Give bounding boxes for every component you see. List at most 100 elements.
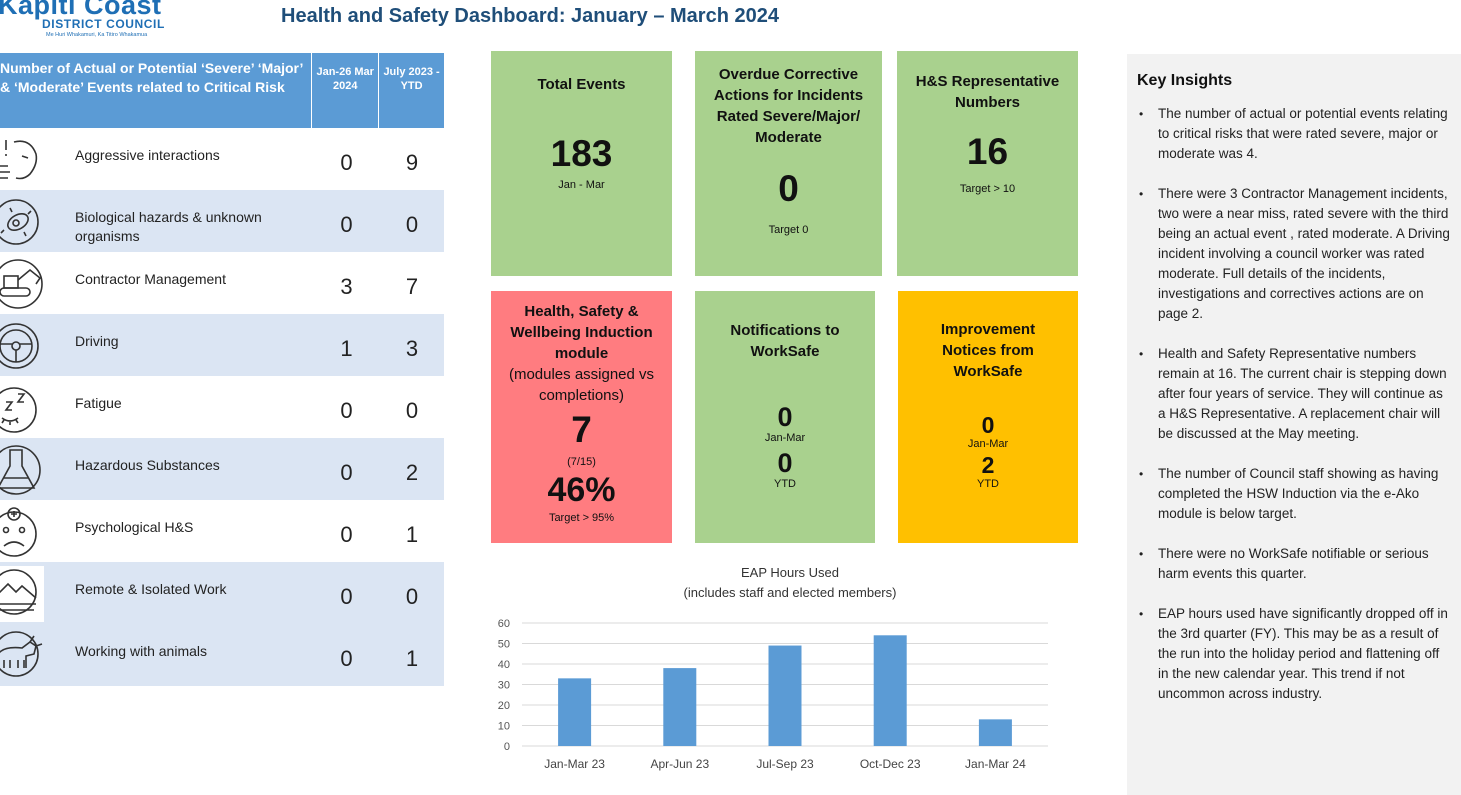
table-row: Driving 1 3 [0,314,444,376]
risk-value-ytd: 0 [405,584,419,609]
risk-label: Contractor Management [75,271,226,287]
risk-label: Remote & Isolated Work [75,581,227,597]
risk-label: Biological hazards & unknown organisms [75,209,262,244]
tile-subtitle: (modules assigned vs completions) [508,366,655,404]
risk-value-period: 0 [340,522,353,547]
bull-icon [0,631,43,677]
insight-item: Health and Safety Representative numbers… [1137,344,1453,444]
steering-wheel-icon [0,323,39,369]
logo-tagline: Me Huri Whakamuri, Ka Titiro Whakamua [46,32,148,38]
induction-ratio: (7/15) [567,456,596,468]
page-title: Health and Safety Dashboard: January – M… [281,5,779,27]
risk-label: Hazardous Substances [75,457,220,473]
risk-value-period: 0 [340,150,353,175]
risk-value-period: 1 [340,336,353,361]
improvement-ytd-label: YTD [977,478,999,490]
table-row: Contractor Management 3 7 [0,252,444,314]
flask-icon [0,445,41,495]
risk-value-ytd: 2 [405,460,419,485]
tile-title: Notifications to WorkSafe [730,322,840,360]
table-row: Remote & Isolated Work 0 0 [0,562,444,624]
improvement-notices-tile: Improvement Notices from WorkSafe 0 Jan-… [898,291,1078,543]
tile-title: H&S Representative Numbers [915,73,1060,111]
risk-value-ytd: 1 [405,522,419,547]
insight-item: The number of actual or potential events… [1137,104,1453,164]
risk-label: Psychological H&S [75,519,194,535]
y-tick-label: 40 [498,659,510,671]
worksafe-notifications-tile: Notifications to WorkSafe 0 Jan-Mar 0 YT… [695,291,875,543]
table-header-period: Jan-26 Mar 2024 [312,53,380,128]
x-tick-label: Jan-Mar 23 [544,757,605,771]
bar [873,635,907,746]
excavator-icon [0,259,43,309]
risk-value-ytd: 7 [405,274,419,299]
improvement-period-value: 0 [981,412,995,438]
x-tick-label: Oct-Dec 23 [860,757,921,771]
improvement-ytd-value: 2 [981,452,995,478]
risk-value-period: 0 [340,398,353,423]
table-row: Hazardous Substances 0 2 [0,438,444,500]
critical-risk-table: Number of Actual or Potential ‘Severe’ ‘… [0,53,444,686]
risk-value-ytd: 3 [405,336,419,361]
risk-label: Driving [75,333,119,349]
risk-value-ytd: 1 [405,646,419,671]
risk-label: Fatigue [75,395,122,411]
hs-representatives-tile: H&S Representative Numbers 16 Target > 1… [897,51,1078,276]
key-insights-panel: Key Insights The number of actual or pot… [1127,54,1461,795]
insights-list: The number of actual or potential events… [1137,104,1453,704]
y-tick-label: 60 [498,618,510,630]
notifications-period-label: Jan-Mar [764,432,806,444]
induction-percent: 46% [547,471,616,509]
insight-item: EAP hours used have significantly droppe… [1137,604,1453,704]
table-row: Fatigue 0 0 [0,376,444,438]
table-header-ytd: July 2023 - YTD [383,66,440,92]
insight-item: There were no WorkSafe notifiable or ser… [1137,544,1453,584]
bar [558,678,592,746]
induction-target: Target > 95% [548,512,615,524]
total-events-period: Jan - Mar [558,179,605,191]
table-header-label: Number of Actual or Potential ‘Severe’ ‘… [0,53,313,128]
table-row: Psychological H&S 0 1 [0,500,444,562]
y-tick-label: 30 [498,680,510,692]
tile-title: Total Events [537,76,626,93]
improvement-period-label: Jan-Mar [967,438,1009,450]
biohazard-icon [0,199,39,245]
logo-subtitle: DISTRICT COUNCIL [42,17,165,31]
risk-value-period: 0 [340,584,353,609]
risk-value-period: 0 [340,212,353,237]
tile-title: Overdue Corrective Actions for Incidents… [713,66,864,146]
risk-value-ytd: 9 [405,150,419,175]
bar [663,668,697,746]
overdue-actions-value: 0 [778,168,799,209]
hs-representatives-value: 16 [966,131,1009,172]
overdue-actions-target: Target 0 [768,224,809,236]
overdue-actions-tile: Overdue Corrective Actions for Incidents… [695,51,882,276]
bar [978,719,1012,746]
notifications-ytd-value: 0 [777,448,793,478]
sleepy-face-icon [0,387,37,433]
aggressive-interactions-icon [0,140,38,180]
x-tick-label: Jan-Mar 24 [965,757,1026,771]
total-events-value: 183 [550,133,613,174]
y-tick-label: 10 [498,721,510,733]
insights-title: Key Insights [1137,72,1233,89]
logo-title: Kapiti Coast [0,0,162,20]
risk-label: Working with animals [75,643,208,659]
chart-title: EAP Hours Used [740,565,840,580]
y-tick-label: 0 [504,741,510,753]
sad-face-medical-icon [0,507,37,557]
mountain-icon [0,566,44,622]
bar [768,645,802,746]
risk-value-ytd: 0 [405,212,419,237]
risk-value-ytd: 0 [405,398,419,423]
chart-subtitle: (includes staff and elected members) [683,585,897,600]
x-tick-label: Apr-Jun 23 [650,757,709,771]
notifications-ytd-label: YTD [774,478,796,490]
y-tick-label: 50 [498,639,510,651]
risk-value-period: 3 [340,274,353,299]
table-row: Working with animals 0 1 [0,624,444,686]
table-row: Biological hazards & unknown organisms 0… [0,190,444,252]
tile-title: Health, Safety & Wellbeing Induction mod… [510,303,653,362]
risk-value-period: 0 [340,460,353,485]
total-events-tile: Total Events 183 Jan - Mar [491,51,672,276]
